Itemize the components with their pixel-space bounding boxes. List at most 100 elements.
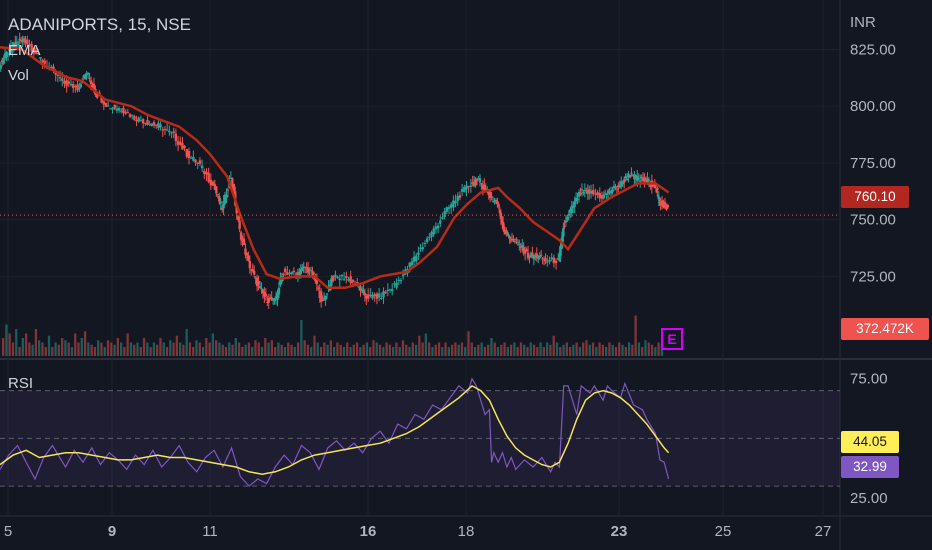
candle-body — [644, 178, 648, 182]
candle-body — [276, 293, 279, 300]
candle-body — [43, 60, 46, 64]
volume-bar — [542, 347, 546, 356]
candle-body — [102, 101, 105, 105]
candle-body — [382, 291, 385, 298]
candle-body — [32, 47, 36, 54]
candle-body — [152, 122, 156, 126]
candle-body — [371, 294, 374, 299]
candle-body — [128, 114, 132, 117]
volume-bar — [313, 335, 316, 356]
volume-bar — [34, 329, 38, 356]
candle-body — [541, 258, 544, 260]
candle-body — [12, 42, 16, 47]
volume-bar — [582, 342, 585, 356]
volume-bar — [395, 342, 398, 356]
candle-body — [419, 247, 422, 250]
volume-bar — [329, 340, 332, 356]
candle-body — [633, 174, 636, 180]
candle-body — [258, 286, 262, 288]
ema-legend[interactable]: EMA — [8, 42, 41, 59]
candle-body — [393, 283, 396, 285]
volume-bar — [526, 347, 529, 356]
candle-body — [146, 120, 149, 125]
candle-body — [660, 200, 664, 206]
ema-line — [0, 45, 670, 290]
volume-bar — [568, 347, 572, 356]
volume-bar — [113, 344, 116, 356]
volume-bar — [346, 342, 349, 356]
volume-bar — [470, 342, 473, 356]
candle-body — [554, 260, 558, 264]
candle-body — [465, 185, 468, 190]
volume-bar — [621, 344, 624, 356]
volume-bar — [513, 342, 516, 356]
candle-body — [458, 195, 462, 198]
volume-bar — [650, 344, 654, 356]
candle-body — [537, 257, 540, 259]
candle-body — [594, 193, 597, 195]
volume-bar — [185, 329, 188, 356]
candle-body — [487, 189, 490, 196]
candle-body — [576, 198, 579, 200]
candle-body — [269, 297, 272, 299]
candle-body — [117, 108, 121, 111]
volume-bar — [70, 347, 74, 356]
candle-body — [351, 280, 355, 283]
volume-bar — [546, 342, 549, 356]
volume-bar — [60, 338, 64, 356]
candle-body — [273, 298, 276, 302]
volume-bar — [401, 340, 405, 356]
time-tick-label: 18 — [458, 523, 475, 540]
candle-body — [475, 179, 479, 182]
candle-body — [330, 278, 333, 286]
candle-body — [332, 275, 335, 282]
volume-bar — [165, 347, 169, 356]
candle-body — [617, 185, 620, 188]
volume-bar — [467, 331, 470, 356]
earnings-marker[interactable]: E — [661, 328, 683, 350]
candle-body — [360, 288, 364, 290]
volume-bar — [660, 344, 663, 356]
symbol-legend[interactable]: ADANIPORTS, 15, NSE — [8, 15, 191, 34]
volume-bar — [41, 342, 44, 356]
candle-body — [373, 294, 376, 297]
volume-bar — [391, 347, 395, 356]
candle-body — [391, 289, 394, 292]
candle-body — [606, 190, 610, 194]
candle-body — [296, 271, 300, 278]
volume-bar — [57, 344, 60, 356]
volume-bar — [87, 342, 90, 356]
candle-body — [174, 133, 178, 142]
candle-body — [588, 189, 591, 194]
candle-body — [113, 104, 116, 109]
volume-bar — [450, 344, 454, 356]
candle-body — [67, 81, 71, 84]
candle-body — [474, 179, 477, 186]
candle-body — [491, 200, 495, 202]
volume-bar — [418, 335, 421, 356]
candle-body — [161, 129, 164, 131]
candle-body — [548, 259, 551, 262]
candle-body — [573, 201, 576, 207]
candle-body — [226, 189, 230, 191]
volume-bar — [552, 335, 555, 356]
candle-body — [494, 199, 498, 203]
candle-body — [111, 107, 114, 110]
candle-body — [96, 93, 99, 98]
candle-body — [559, 247, 562, 257]
candle-body — [377, 293, 381, 298]
volume-bar — [618, 342, 621, 356]
candle-body — [78, 88, 81, 90]
candle-body — [523, 250, 527, 254]
candle-body — [260, 288, 263, 290]
volume-bar — [28, 342, 31, 356]
candle-body — [248, 260, 252, 269]
vol-legend[interactable]: Vol — [8, 67, 29, 84]
volume-bar — [254, 340, 257, 356]
rsi-legend[interactable]: RSI — [8, 375, 34, 392]
volume-bar — [103, 347, 106, 356]
candle-body — [254, 277, 257, 279]
price-tick-label: 800.00 — [850, 98, 896, 115]
